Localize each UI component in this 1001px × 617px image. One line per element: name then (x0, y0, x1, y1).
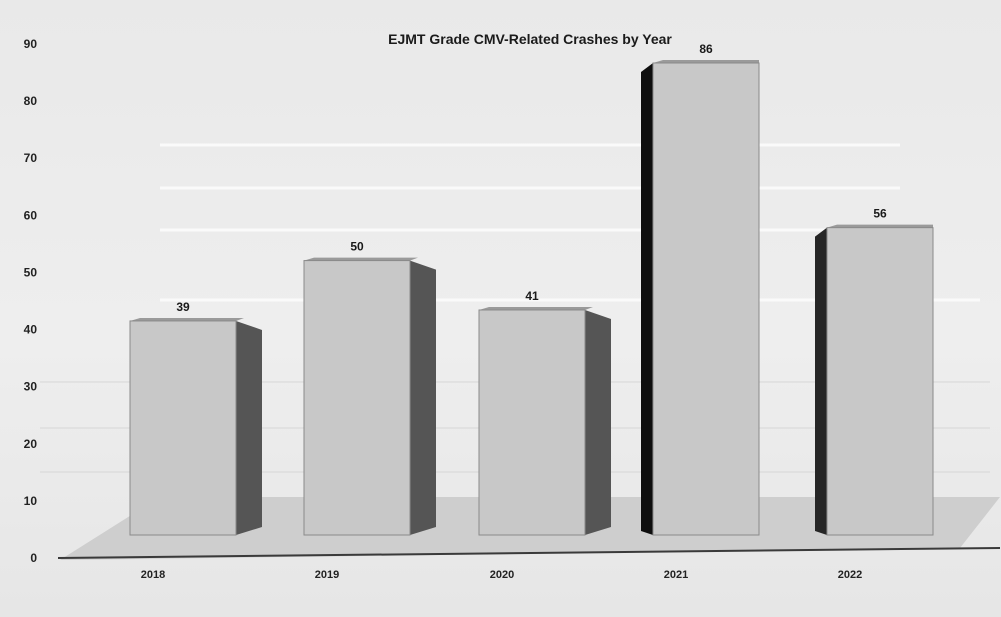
bar-top-face (653, 60, 759, 63)
bar (303, 257, 436, 536)
bar-value-label: 56 (873, 207, 887, 221)
y-tick-label: 0 (30, 551, 37, 565)
x-tick-label: 2018 (141, 569, 165, 581)
bar (129, 317, 262, 536)
y-tick-label: 30 (24, 380, 38, 394)
bar-side-face (641, 63, 653, 535)
y-tick-label: 60 (24, 208, 38, 222)
bar-side-face (815, 227, 827, 535)
bar (641, 60, 760, 536)
bar (478, 306, 611, 536)
bar-value-label: 50 (350, 240, 364, 254)
bar-value-label: 41 (525, 289, 539, 303)
x-tick-label: 2019 (315, 569, 339, 581)
y-tick-label: 10 (24, 494, 38, 508)
x-tick-label: 2021 (664, 569, 688, 581)
bar (815, 224, 934, 536)
y-tick-label: 40 (24, 323, 38, 337)
y-axis-ticks: 0 10 20 30 40 50 60 70 80 90 (24, 37, 38, 565)
bar-front-face (303, 260, 411, 536)
data-labels: 39 50 41 86 56 (176, 42, 887, 314)
x-tick-label: 2020 (490, 569, 514, 581)
bar-top-face (304, 257, 418, 261)
x-tick-label: 2022 (838, 569, 862, 581)
bar-front-face (826, 227, 934, 536)
bar-front-face (652, 62, 760, 536)
bar-value-label: 39 (176, 300, 190, 314)
y-tick-label: 90 (24, 37, 38, 51)
bar-side-face (585, 309, 611, 535)
x-axis-line (57, 547, 1001, 559)
y-tick-label: 70 (24, 151, 38, 165)
bar-top-face (479, 306, 593, 310)
bar-value-label: 86 (699, 42, 713, 56)
y-tick-label: 50 (24, 265, 38, 279)
y-tick-label: 20 (24, 437, 38, 451)
bars (129, 60, 934, 536)
bar-top-face (827, 224, 933, 228)
bar-side-face (410, 260, 436, 535)
bar-front-face (478, 309, 586, 536)
y-tick-label: 80 (24, 94, 38, 108)
bar-top-face (130, 317, 244, 321)
chart-title: EJMT Grade CMV-Related Crashes by Year (388, 31, 672, 47)
bar-side-face (236, 320, 262, 535)
x-axis-labels: 2018 2019 2020 2021 2022 (141, 569, 862, 581)
bar-front-face (129, 320, 237, 536)
